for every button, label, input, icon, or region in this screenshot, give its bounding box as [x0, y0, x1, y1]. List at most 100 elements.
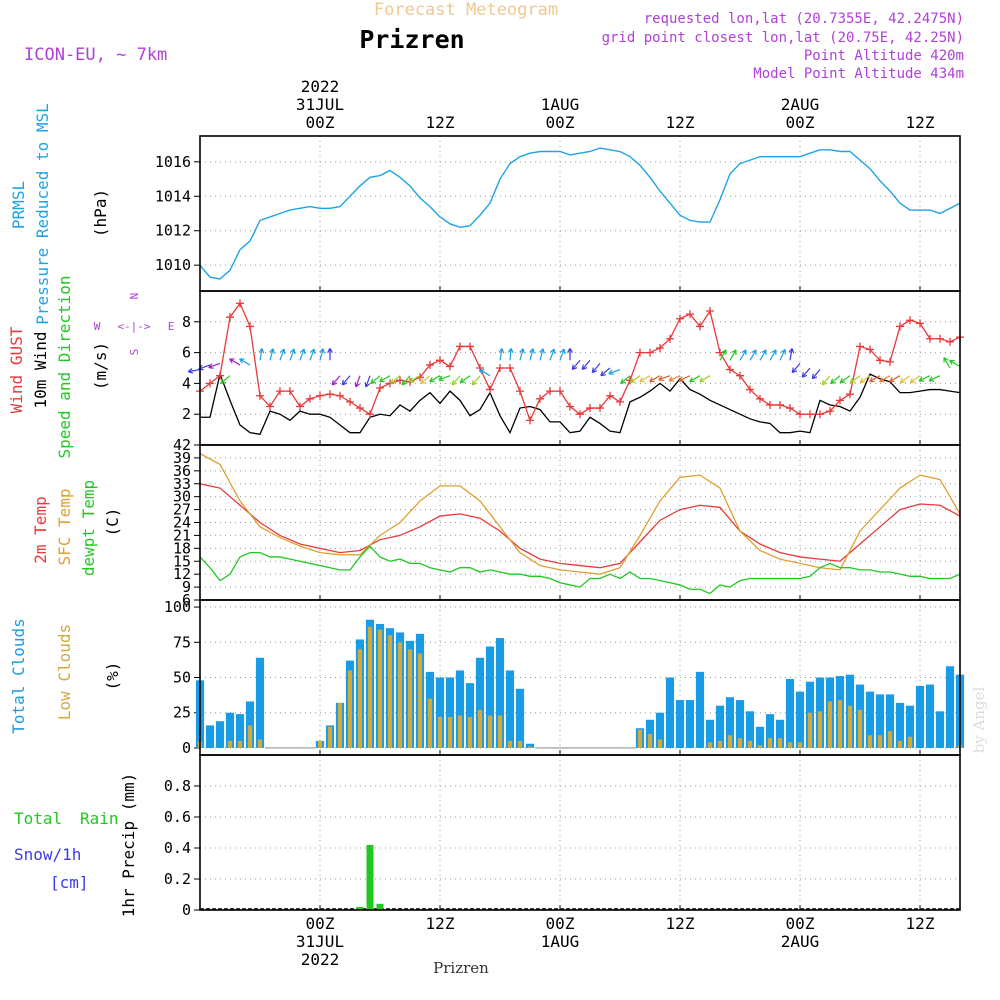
gust-marker	[606, 391, 614, 400]
model-altitude: Model Point Altitude 434m	[753, 66, 964, 82]
wind-direction-arrow	[791, 362, 801, 374]
low-cloud-bar	[657, 739, 663, 748]
low-cloud-bar	[427, 698, 433, 748]
wind-direction-arrow	[438, 375, 451, 382]
bottom-time-label: 2022	[301, 950, 340, 969]
gust-marker	[516, 387, 524, 396]
wind-label-3: Speed and Direction	[55, 275, 74, 458]
wind-direction-arrow	[327, 348, 333, 361]
low-cloud-bar	[897, 740, 903, 748]
y-tick-label: 50	[173, 669, 191, 687]
wind-direction-arrow	[839, 375, 851, 384]
low-cloud-bar	[247, 725, 253, 748]
low-cloud-bar	[847, 705, 853, 748]
total-cloud-bar	[795, 691, 805, 748]
total-cloud-bar	[905, 705, 915, 748]
low-cloud-bar	[757, 745, 763, 748]
gust-marker	[336, 391, 344, 400]
y-tick-label: 1016	[155, 153, 191, 171]
pressure-line	[199, 147, 961, 280]
gust-marker	[256, 391, 264, 400]
total-cloud-bar	[665, 677, 675, 748]
total-cloud-bar	[935, 711, 945, 748]
wind-direction-arrow	[849, 375, 861, 384]
low-cloud-bar	[477, 709, 483, 748]
y-tick-label: 36	[173, 462, 191, 480]
watermark: by Angel	[970, 686, 988, 753]
wind-direction-arrow	[739, 349, 747, 361]
top-time-label: 00Z	[546, 113, 575, 132]
gust-marker	[366, 410, 374, 419]
y-tick-label: 1014	[155, 187, 191, 205]
y-tick-label: 8	[182, 313, 191, 331]
gust-marker	[636, 348, 644, 357]
wind-label-1: Wind GUST	[7, 326, 26, 413]
wind-direction-arrow	[364, 375, 371, 388]
total-cloud-bar	[485, 646, 495, 748]
wind-direction-arrow	[451, 375, 461, 386]
wind-direction-arrow	[208, 362, 221, 369]
wind-direction-arrow	[390, 375, 401, 385]
gust-marker	[506, 364, 514, 372]
precip-snow: Snow/1h	[14, 845, 81, 864]
wind-direction-arrow	[571, 359, 581, 371]
wind-direction-arrow	[498, 348, 505, 361]
gust-marker	[496, 364, 504, 372]
clouds-label-2: Low Clouds	[55, 624, 74, 720]
y-tick-label: 1010	[155, 256, 191, 274]
wind-direction-arrow	[420, 375, 431, 385]
bottom-time-label: 12Z	[906, 914, 935, 933]
low-cloud-bar	[817, 711, 823, 748]
y-tick-label: 0.4	[164, 839, 191, 857]
total-cloud-bar	[895, 702, 905, 748]
wind-direction-arrow	[830, 375, 841, 385]
y-tick-label: 0.2	[164, 870, 191, 888]
low-cloud-bar	[257, 739, 263, 748]
low-cloud-bar	[807, 712, 813, 748]
wind-direction-arrow	[943, 357, 951, 369]
wind-direction-arrow	[759, 349, 767, 361]
gust-marker	[766, 400, 774, 409]
wind-direction-arrow	[401, 375, 411, 386]
panel-frame-wind	[199, 290, 961, 446]
bottom-time-label: 2AUG	[781, 932, 820, 951]
location-title: Prizren	[359, 25, 464, 54]
low-cloud-bar	[827, 701, 833, 748]
total-cloud-bar	[495, 638, 505, 748]
gust-marker	[526, 416, 534, 425]
low-cloud-bar	[527, 746, 533, 748]
low-cloud-bar	[507, 740, 513, 748]
total-cloud-bar	[465, 683, 475, 748]
y-tick-label: 0	[182, 739, 191, 757]
precip-unit: 1hr Precip (mm)	[119, 773, 138, 918]
wind-direction-arrow	[591, 362, 601, 374]
gust-marker	[426, 360, 434, 369]
temp-unit: (C)	[103, 508, 122, 537]
low-cloud-bar	[347, 670, 353, 748]
gust-marker	[726, 365, 734, 374]
y-tick-label: 33	[173, 475, 191, 493]
y-tick-label: 75	[173, 633, 191, 651]
subtitle: Forecast Meteogram	[374, 0, 558, 20]
wind-direction-arrow	[649, 375, 661, 383]
total-cloud-bar	[445, 677, 455, 748]
low-cloud-bar	[517, 740, 523, 748]
wind-direction-arrow	[507, 348, 514, 361]
rain-bar	[366, 844, 374, 910]
gust-marker	[676, 314, 684, 323]
total-cloud-bar	[655, 712, 665, 748]
wind-direction-arrow	[689, 375, 701, 383]
wind-direction-arrow	[309, 348, 316, 361]
wind-direction-arrow	[769, 349, 777, 361]
total-cloud-bar	[765, 714, 775, 748]
low-cloud-bar	[387, 635, 393, 748]
y-tick-label: 4	[182, 374, 191, 392]
wind-direction-arrow	[869, 375, 881, 383]
rain-bar	[376, 903, 384, 910]
low-cloud-bar	[317, 740, 323, 748]
gust-marker	[706, 307, 714, 316]
total-cloud-bar	[695, 671, 705, 748]
compass-s: S	[128, 349, 141, 356]
y-tick-label: 30	[173, 488, 191, 506]
wind-direction-arrow	[581, 359, 591, 371]
